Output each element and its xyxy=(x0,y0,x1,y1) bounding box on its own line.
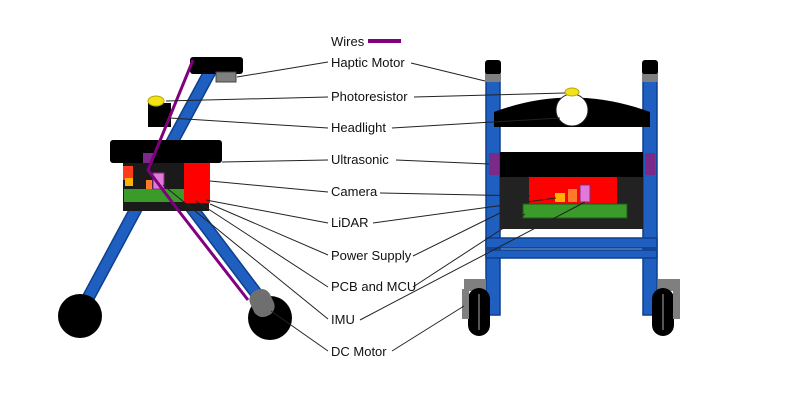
front-bottom-bar-2 xyxy=(485,249,658,259)
lead-imu-left xyxy=(162,184,329,320)
front-left-haptic xyxy=(485,74,501,82)
side-wire-main xyxy=(146,59,250,301)
front-bottom-bar-1 xyxy=(485,237,658,249)
side-front-wheel xyxy=(58,294,102,338)
label-headlight: Headlight xyxy=(331,120,386,135)
lead-headlight-right xyxy=(391,117,561,129)
side-headlight xyxy=(148,103,171,127)
front-headlight xyxy=(555,93,589,127)
lead-dc-right xyxy=(391,305,465,352)
front-left-wheel-bracket xyxy=(464,279,486,291)
lead-photo-left xyxy=(165,96,329,102)
lead-power-left xyxy=(209,203,329,256)
lead-lidar-left xyxy=(205,199,329,224)
front-pcb xyxy=(522,203,628,219)
front-ultrasonic-housing xyxy=(500,152,643,177)
label-camera: Camera xyxy=(331,184,378,199)
lead-camera-left xyxy=(209,180,329,193)
lead-pcb-right xyxy=(412,213,526,288)
front-imu xyxy=(579,184,591,203)
side-dc-motor xyxy=(249,288,275,318)
legend: Wires xyxy=(331,34,401,49)
front-right-wheel-bracket xyxy=(658,279,680,291)
side-photoresistor xyxy=(147,95,165,107)
leader-lines xyxy=(162,61,586,352)
label-photoresistor: Photoresistor xyxy=(331,89,408,104)
lead-pcb-left xyxy=(195,200,329,288)
component-labels: Haptic Motor Photoresistor Headlight Ult… xyxy=(331,55,416,359)
lead-dc-left xyxy=(270,310,329,352)
side-pcb-chip xyxy=(146,180,152,189)
side-camera xyxy=(184,163,210,203)
front-left-handle xyxy=(485,60,501,75)
side-ultrasonic-housing xyxy=(110,140,222,163)
lead-imu-right xyxy=(359,201,586,321)
lead-ultrasonic-left xyxy=(221,159,329,163)
front-right-handle xyxy=(642,60,658,75)
side-power-supply xyxy=(123,166,133,180)
lead-haptic-right xyxy=(410,62,486,82)
label-dc-motor: DC Motor xyxy=(331,344,387,359)
label-power-supply: Power Supply xyxy=(331,248,412,263)
front-ultrasonic-right xyxy=(645,153,655,175)
lead-haptic-left xyxy=(236,61,329,78)
front-ultrasonic-left xyxy=(489,153,499,175)
lead-photo-right xyxy=(413,92,566,98)
side-imu xyxy=(152,172,165,190)
side-pcb xyxy=(124,189,184,202)
label-lidar: LiDAR xyxy=(331,215,369,230)
label-pcb-mcu: PCB and MCU xyxy=(331,279,416,294)
front-view xyxy=(462,60,680,336)
front-right-haptic xyxy=(642,74,658,82)
side-haptic-motor xyxy=(215,71,237,83)
front-left-dc-motor xyxy=(462,289,469,319)
lead-power-right xyxy=(412,212,501,257)
front-right-dc-motor xyxy=(673,289,680,319)
label-ultrasonic: Ultrasonic xyxy=(331,152,389,167)
legend-label: Wires xyxy=(331,34,365,49)
label-imu: IMU xyxy=(331,312,355,327)
side-handle xyxy=(190,57,243,74)
front-lidar xyxy=(555,193,565,202)
side-lidar xyxy=(125,178,133,186)
lead-headlight-left xyxy=(169,117,329,129)
label-haptic-motor: Haptic Motor xyxy=(331,55,405,70)
side-view xyxy=(58,57,292,340)
lead-camera-right xyxy=(379,192,531,197)
front-photoresistor xyxy=(564,87,580,97)
lead-lidar-right xyxy=(372,197,557,224)
lead-ultrasonic-right xyxy=(395,159,490,165)
front-pcb-chip xyxy=(568,189,577,202)
